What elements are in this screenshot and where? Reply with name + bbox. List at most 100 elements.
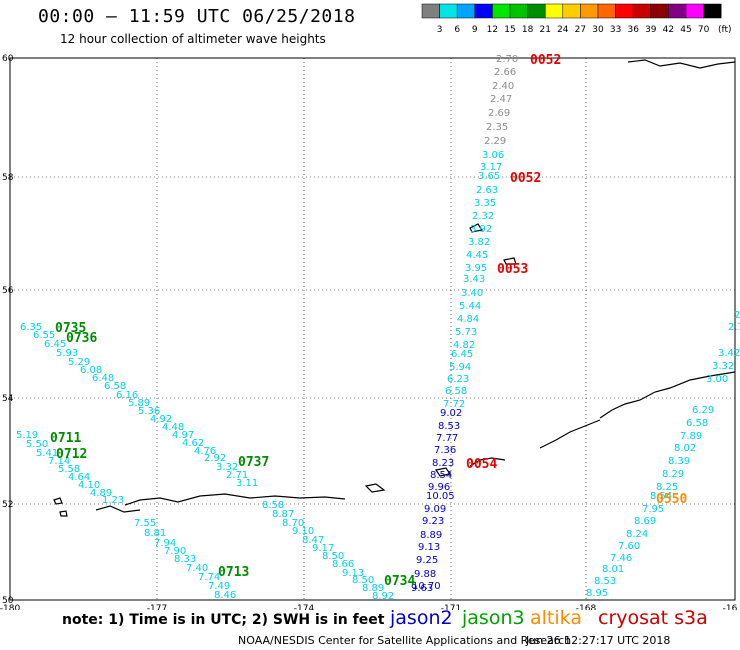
wave-height-label: 8.92 bbox=[372, 591, 394, 602]
wave-height-label: 8.50 bbox=[352, 575, 374, 586]
wave-height-label: 9.88 bbox=[414, 569, 436, 580]
legend-jason3: jason3 bbox=[462, 607, 525, 629]
coastline bbox=[435, 467, 451, 477]
wave-height-label: 4.62 bbox=[182, 438, 204, 449]
wave-height-label: 8.58 bbox=[262, 500, 284, 511]
wave-height-label: 2.70 bbox=[496, 54, 518, 65]
wave-height-label: 6.23 bbox=[447, 374, 469, 385]
wave-height-label: 6.35 bbox=[20, 322, 42, 333]
wave-height-label: 8.89 bbox=[362, 583, 384, 594]
lon-label: -171 bbox=[441, 604, 461, 610]
wave-height-label: 8.69 bbox=[634, 516, 656, 527]
wave-height-label: 9.25 bbox=[416, 555, 438, 566]
wave-height-label: 6.55 bbox=[33, 330, 55, 341]
legend-tick-label: 3 bbox=[437, 25, 443, 35]
legend-tick-label: 70 bbox=[698, 25, 710, 35]
wave-height-label: 8.54 bbox=[430, 470, 452, 481]
wave-height-label: 2.47 bbox=[490, 94, 512, 105]
wave-height-label: 8.95 bbox=[586, 588, 608, 599]
time-label: 0052 bbox=[530, 53, 561, 68]
wave-height-label: 6.45 bbox=[44, 339, 66, 350]
wave-height-label: 9.02 bbox=[440, 408, 462, 419]
wave-height-label: 4.97 bbox=[172, 430, 194, 441]
time-label: 0550 bbox=[656, 492, 687, 507]
time-label: 0737 bbox=[238, 455, 269, 470]
wave-height-label: 8.53 bbox=[438, 421, 460, 432]
coastline bbox=[469, 223, 483, 233]
wave-height-label: 8.50 bbox=[322, 551, 344, 562]
legend-tick-label: 15 bbox=[504, 25, 515, 35]
wave-height-label: 5.73 bbox=[455, 327, 477, 338]
time-label: 0735 bbox=[55, 321, 86, 336]
wave-height-label: 4.48 bbox=[162, 422, 184, 433]
wave-height-label: 7.46 bbox=[610, 553, 632, 564]
footer-credit: NOAA/NESDIS Center for Satellite Applica… bbox=[238, 634, 572, 647]
wave-height-label: 3.35 bbox=[474, 198, 496, 209]
legend-tick-label: 27 bbox=[575, 25, 586, 35]
wave-height-label: 8.70 bbox=[282, 518, 304, 529]
wave-height-label: 5.44 bbox=[459, 301, 481, 312]
wave-height-label: 7.72 bbox=[443, 399, 465, 410]
legend-tick-label: 9 bbox=[472, 25, 478, 35]
wave-height-label: 5.58 bbox=[58, 464, 80, 475]
wave-height-label: 6.58 bbox=[686, 418, 708, 429]
wave-height-label: 2.69 bbox=[488, 108, 510, 119]
wave-height-map: 60 58 56 54 52 50-180 -177 -174 -171 -168 -16 2.70 2… bbox=[0, 53, 740, 610]
wave-height-label: 8.54 bbox=[650, 491, 672, 502]
time-label: 0734 bbox=[384, 574, 415, 589]
coastline bbox=[503, 257, 517, 265]
wave-height-label: 7.55 bbox=[134, 518, 156, 529]
legend-tick-label: 39 bbox=[645, 25, 657, 35]
footer-note: note: 1) Time is in UTC; 2) SWH is in fe… bbox=[62, 612, 385, 628]
wave-height-label: 3.65 bbox=[478, 171, 500, 182]
lat-label: 60 bbox=[2, 54, 14, 64]
legend-jason2: jason2 bbox=[390, 607, 453, 629]
wave-height-label: 9.63 bbox=[411, 583, 433, 594]
wave-height-label: 7.74 bbox=[198, 572, 220, 583]
time-label: 0736 bbox=[66, 331, 97, 346]
wave-height-label: 8.25 bbox=[656, 482, 678, 493]
wave-height-label: 8.23 bbox=[432, 458, 454, 469]
wave-height-label: 6.48 bbox=[92, 373, 114, 384]
wave-height-label: 6.29 bbox=[692, 405, 714, 416]
wave-height-label: 5.36 bbox=[138, 406, 160, 417]
wave-height-label: 3.40 bbox=[461, 288, 483, 299]
coastline bbox=[469, 457, 506, 467]
wave-height-label: 2.92 bbox=[204, 453, 226, 464]
footer-timestamp: Jun 26 12:27:17 UTC 2018 bbox=[526, 634, 671, 647]
coastline bbox=[59, 510, 68, 517]
wave-height-label: 3.11 bbox=[236, 478, 258, 489]
wave-height-label: 7.60 bbox=[618, 541, 640, 552]
legend-tick-label: 30 bbox=[592, 25, 604, 35]
legend-tick-label: 42 bbox=[663, 25, 674, 35]
wave-height-label: 4.10 bbox=[78, 480, 100, 491]
lat-label: 50 bbox=[2, 596, 14, 606]
wave-height-label: 9.23 bbox=[422, 516, 444, 527]
wave-height-label: 7.95 bbox=[642, 504, 664, 515]
wave-height-label: 8.29 bbox=[662, 469, 684, 480]
wave-height-label: 2.71 bbox=[226, 470, 248, 481]
wave-height-label: 6.58 bbox=[104, 381, 126, 392]
wave-height-label: 8.89 bbox=[420, 530, 442, 541]
wave-height-label: 7.49 bbox=[208, 581, 230, 592]
wave-height-label: 5.41 bbox=[36, 448, 58, 459]
wave-height-label: 7.90 bbox=[164, 546, 186, 557]
map-title: 00:00 — 11:59 UTC 06/25/2018 bbox=[38, 6, 356, 27]
wave-height-label: 2.7 bbox=[728, 322, 740, 333]
wave-height-label: 3.42 bbox=[718, 348, 740, 359]
wave-height-label: 5.89 bbox=[128, 398, 150, 409]
time-label: 0054 bbox=[466, 457, 497, 472]
coastline bbox=[627, 59, 736, 69]
lon-label: -168 bbox=[576, 604, 597, 610]
wave-height-label: 2. bbox=[734, 310, 740, 321]
wave-height-label: 4.89 bbox=[90, 488, 112, 499]
wave-height-label: 8.24 bbox=[626, 529, 648, 540]
coastline bbox=[599, 371, 736, 419]
wave-height-label: 5.50 bbox=[26, 439, 48, 450]
wave-height-label: 6.08 bbox=[80, 365, 102, 376]
wave-height-label: 6.16 bbox=[116, 390, 138, 401]
legend-tick-label: 36 bbox=[627, 25, 639, 35]
coastline bbox=[124, 493, 346, 506]
wave-height-label: 3.95 bbox=[465, 263, 487, 274]
wave-height-label: 3.92 bbox=[470, 224, 492, 235]
